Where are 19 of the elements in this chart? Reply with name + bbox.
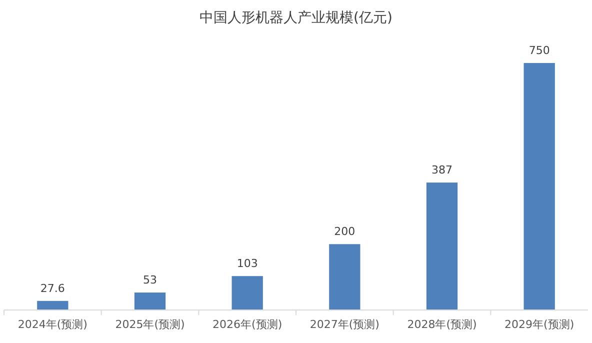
x-tick-label: 2029年(预测) — [504, 318, 574, 331]
data-label: 200 — [334, 225, 356, 238]
x-tick-label: 2028年(预测) — [407, 318, 477, 331]
data-label: 27.6 — [40, 282, 65, 295]
x-tick-label: 2024年(预测) — [18, 318, 88, 331]
bar — [524, 63, 555, 310]
x-tick-label: 2025年(预测) — [115, 318, 185, 331]
x-tick-label: 2027年(预测) — [310, 318, 380, 331]
data-label: 103 — [236, 257, 258, 270]
bar — [37, 300, 68, 310]
data-label: 387 — [432, 164, 452, 177]
bar — [426, 182, 458, 310]
data-label: 53 — [143, 274, 157, 287]
bar — [232, 276, 263, 310]
x-tick-label: 2026年(预测) — [212, 318, 282, 331]
data-label: 750 — [528, 44, 550, 57]
bar — [134, 292, 166, 310]
chart-title: 中国人形机器人产业规模(亿元) — [200, 10, 392, 26]
bar — [329, 244, 360, 310]
